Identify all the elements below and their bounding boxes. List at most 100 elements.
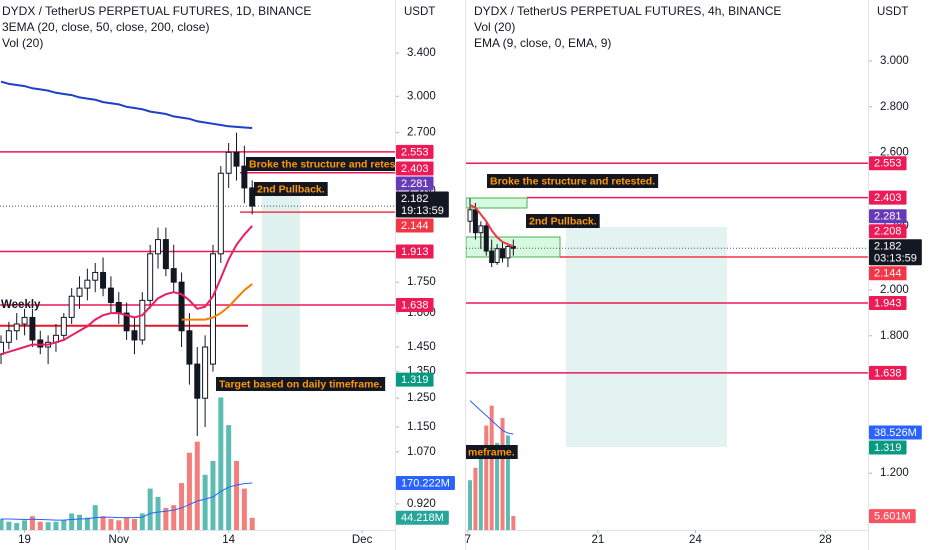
countdown: 19:13:59 bbox=[401, 205, 444, 217]
volume-bar bbox=[69, 513, 75, 530]
candle-body bbox=[467, 209, 473, 222]
candle-body bbox=[21, 316, 28, 325]
zone-box bbox=[466, 197, 528, 209]
price-tag bbox=[396, 510, 449, 525]
price-tag-label: 1.943 bbox=[874, 297, 902, 309]
annotation-bg bbox=[216, 377, 386, 391]
y-tick-label: 1.150 bbox=[407, 421, 436, 433]
volume-bar bbox=[234, 460, 240, 530]
volume-bar bbox=[163, 507, 169, 530]
candle-body bbox=[209, 253, 216, 365]
price-tag bbox=[396, 372, 434, 387]
candle-body bbox=[186, 330, 193, 365]
chart-header: Vol (20) bbox=[474, 20, 515, 34]
volume-bar bbox=[22, 520, 28, 530]
x-tick-label: 28 bbox=[819, 534, 832, 546]
chart-header: 3EMA (20, close, 50, close, 200, close) bbox=[2, 20, 209, 34]
price-tag bbox=[869, 266, 907, 281]
volume-bar bbox=[473, 467, 478, 530]
volume-bar bbox=[77, 514, 83, 530]
y-tick-label: 2.700 bbox=[407, 127, 436, 139]
candle-body bbox=[194, 363, 201, 399]
annotation: Broke the structure and retested. bbox=[249, 158, 414, 170]
volume-bar bbox=[500, 418, 505, 530]
price-tag-label: 1.319 bbox=[874, 442, 902, 454]
price-tag-label: 2.553 bbox=[401, 146, 429, 158]
volume-bar bbox=[147, 488, 153, 530]
x-tick-label: 19 bbox=[18, 534, 31, 546]
axis-bg bbox=[395, 0, 465, 550]
candle-body bbox=[13, 323, 20, 332]
candle-body bbox=[178, 281, 185, 332]
candle-body bbox=[478, 225, 484, 234]
price-tag-label: 2.182 bbox=[401, 193, 429, 205]
candle-body bbox=[202, 346, 209, 399]
candle-body bbox=[472, 209, 478, 234]
target-box bbox=[566, 227, 727, 447]
price-tag-label: 1.913 bbox=[401, 246, 429, 258]
candle-body bbox=[131, 330, 138, 341]
price-axis-right: USDT3.0002.8002.6002.2802.0001.8001.2001… bbox=[868, 0, 932, 550]
plot-right: Broke the structure and retested. 2nd Pul… bbox=[466, 162, 868, 530]
x-tick-label: 7 bbox=[465, 534, 471, 546]
candle-body bbox=[107, 287, 114, 303]
volume-bar bbox=[241, 488, 247, 530]
y-tick-label: 1.200 bbox=[880, 467, 909, 479]
y-tick-label: 1.250 bbox=[407, 392, 436, 404]
annotation: meframe. bbox=[468, 446, 515, 458]
axis-unit: USDT bbox=[877, 6, 908, 18]
candle-body bbox=[29, 316, 36, 341]
y-tick-label: 2.800 bbox=[880, 101, 909, 113]
volume-bar bbox=[29, 516, 35, 530]
candle-body bbox=[225, 151, 232, 174]
volume-bar bbox=[489, 405, 494, 530]
chart-header: EMA (9, close, 0, EMA, 9) bbox=[474, 36, 611, 50]
price-tag-label: 1.319 bbox=[401, 374, 429, 386]
candle-body bbox=[233, 151, 240, 167]
volume-ma bbox=[469, 400, 514, 435]
volume-bar bbox=[61, 520, 67, 530]
candle-body bbox=[68, 295, 75, 318]
price-tag-label: 5.601M bbox=[874, 510, 911, 522]
annotation-bg bbox=[466, 445, 518, 459]
price-tag bbox=[869, 190, 907, 205]
volume-bar bbox=[218, 397, 224, 530]
volume-bar bbox=[511, 516, 516, 530]
x-tick-label: Dec bbox=[352, 534, 373, 546]
volume-bar bbox=[484, 425, 489, 530]
volume-bar bbox=[0, 518, 4, 530]
volume-bar bbox=[505, 435, 510, 530]
plot-left: Weekly Broke the structure and retested. 2… bbox=[0, 80, 414, 530]
candle-body bbox=[249, 187, 256, 207]
price-tag bbox=[869, 224, 907, 239]
candle-body bbox=[170, 268, 177, 283]
annotation-bg bbox=[487, 174, 659, 188]
candle-body bbox=[5, 330, 12, 343]
candle-body bbox=[241, 165, 248, 189]
price-tag-label: 2.182 bbox=[874, 241, 902, 253]
price-tag bbox=[396, 244, 434, 259]
volume-bar bbox=[186, 452, 192, 530]
price-tag-label: 2.144 bbox=[401, 220, 429, 232]
price-tag-label: 2.403 bbox=[401, 163, 429, 175]
candle-body bbox=[84, 279, 91, 289]
annotation-bg bbox=[246, 157, 395, 171]
ema-line bbox=[181, 283, 253, 321]
volume-bar bbox=[249, 517, 255, 530]
x-tick-label: 24 bbox=[689, 534, 702, 546]
price-tag bbox=[869, 509, 916, 524]
candle-body bbox=[92, 271, 99, 281]
price-tag-label: 1.638 bbox=[401, 299, 429, 311]
volume-bar bbox=[171, 505, 177, 530]
price-tag bbox=[869, 365, 907, 380]
annotation: Broke the structure and retested. bbox=[490, 175, 655, 187]
price-tag-label: 44.218M bbox=[401, 512, 444, 524]
price-tag-label: 2.403 bbox=[874, 192, 902, 204]
axis-unit: USDT bbox=[404, 6, 435, 18]
volume-bar bbox=[45, 522, 51, 530]
countdown: 03:13:59 bbox=[874, 253, 917, 265]
volume-bar bbox=[226, 425, 232, 530]
y-tick-label: 3.400 bbox=[407, 47, 436, 59]
price-tag bbox=[869, 156, 907, 171]
